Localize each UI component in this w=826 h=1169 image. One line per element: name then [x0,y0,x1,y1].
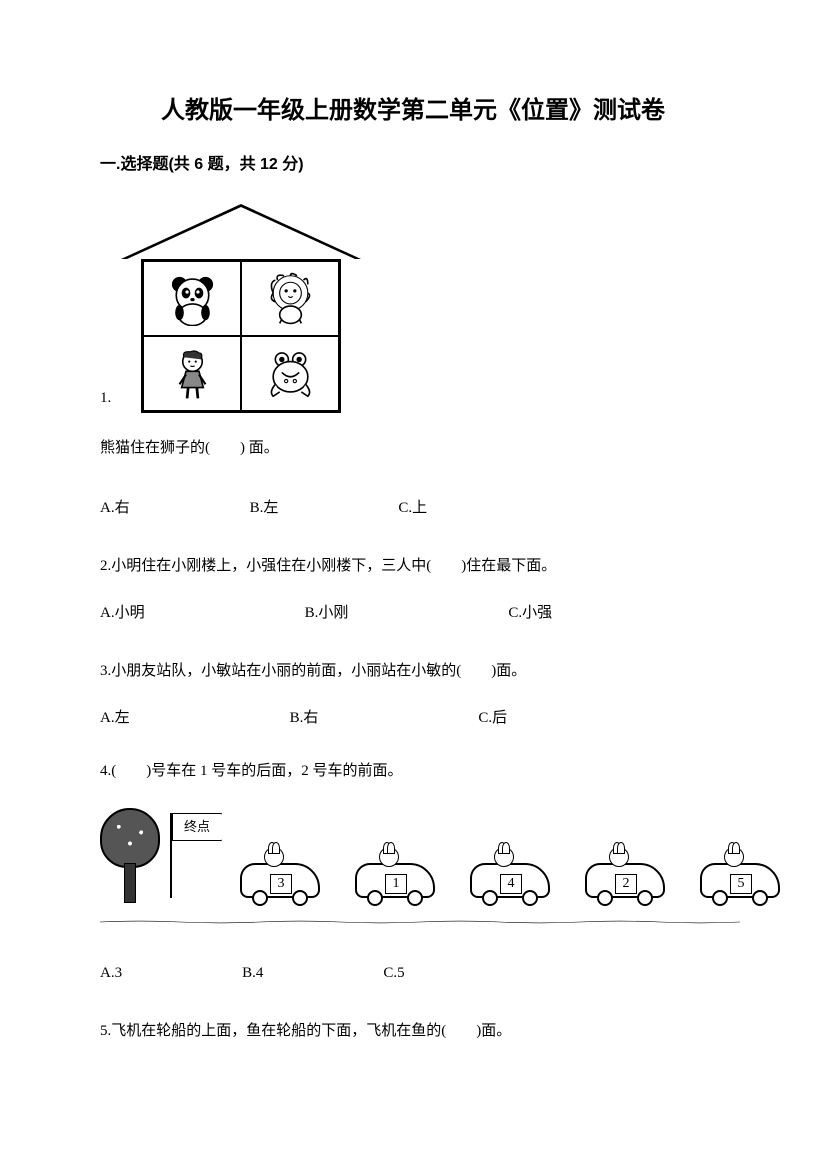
q1-option-a: A.右 [100,493,130,523]
panda-icon [160,271,225,326]
q1-option-c: C.上 [398,493,427,523]
q5-text: 5.飞机在轮船的上面，鱼在轮船的下面，飞机在鱼的( )面。 [100,1018,726,1045]
flag-text: 终点 [172,813,222,841]
car-5: 5 [700,863,780,913]
q4-option-c: C.5 [383,958,404,988]
lion-icon [258,271,323,326]
car-number-label: 5 [730,874,752,894]
cars-scene: 终点 3 1 4 2 [100,803,740,933]
question-2: 2.小明住在小刚楼上，小强住在小刚楼下，三人中( )住在最下面。 A.小明 B.… [100,553,726,628]
q4-option-a: A.3 [100,958,122,988]
car-2: 2 [585,863,665,913]
q4-text: 4.( )号车在 1 号车的后面，2 号车的前面。 [100,758,726,785]
question-5: 5.飞机在轮船的上面，鱼在轮船的下面，飞机在鱼的( )面。 [100,1018,726,1045]
q2-option-a: A.小明 [100,598,145,628]
car-3: 3 [240,863,320,913]
frog-icon [258,346,323,401]
page-title: 人教版一年级上册数学第二单元《位置》测试卷 [100,90,726,125]
q1-text: 熊猫住在狮子的( ) 面。 [100,433,726,463]
q2-text: 2.小明住在小刚楼上，小强住在小刚楼下，三人中( )住在最下面。 [100,553,726,580]
q2-option-b: B.小刚 [305,598,349,628]
q4-option-b: B.4 [242,958,263,988]
q2-option-c: C.小强 [508,598,552,628]
house-diagram [121,204,361,413]
question-4: 4.( )号车在 1 号车的后面，2 号车的前面。 终点 3 1 [100,758,726,988]
finish-flag: 终点 [170,813,172,898]
house-cell-lion [241,261,339,336]
q3-option-c: C.后 [478,703,507,733]
car-number-label: 2 [615,874,637,894]
car-number-label: 1 [385,874,407,894]
child-icon [160,346,225,401]
house-cell-frog [241,336,339,411]
car-4: 4 [470,863,550,913]
q3-option-a: A.左 [100,703,130,733]
car-number-label: 3 [270,874,292,894]
q1-number: 1. [100,383,111,413]
q3-option-b: B.右 [290,703,319,733]
house-cell-child [143,336,241,411]
question-3: 3.小朋友站队，小敏站在小丽的前面，小丽站在小敏的( )面。 A.左 B.右 C… [100,658,726,733]
question-1: 1. [100,204,726,523]
q1-option-b: B.左 [250,493,279,523]
car-number-label: 4 [500,874,522,894]
house-cell-panda [143,261,241,336]
tree-icon [100,808,160,903]
q3-text: 3.小朋友站队，小敏站在小丽的前面，小丽站在小敏的( )面。 [100,658,726,685]
car-1: 1 [355,863,435,913]
ground-line [100,919,740,925]
section-1-header: 一.选择题(共 6 题，共 12 分) [100,150,726,174]
house-roof [121,204,361,259]
